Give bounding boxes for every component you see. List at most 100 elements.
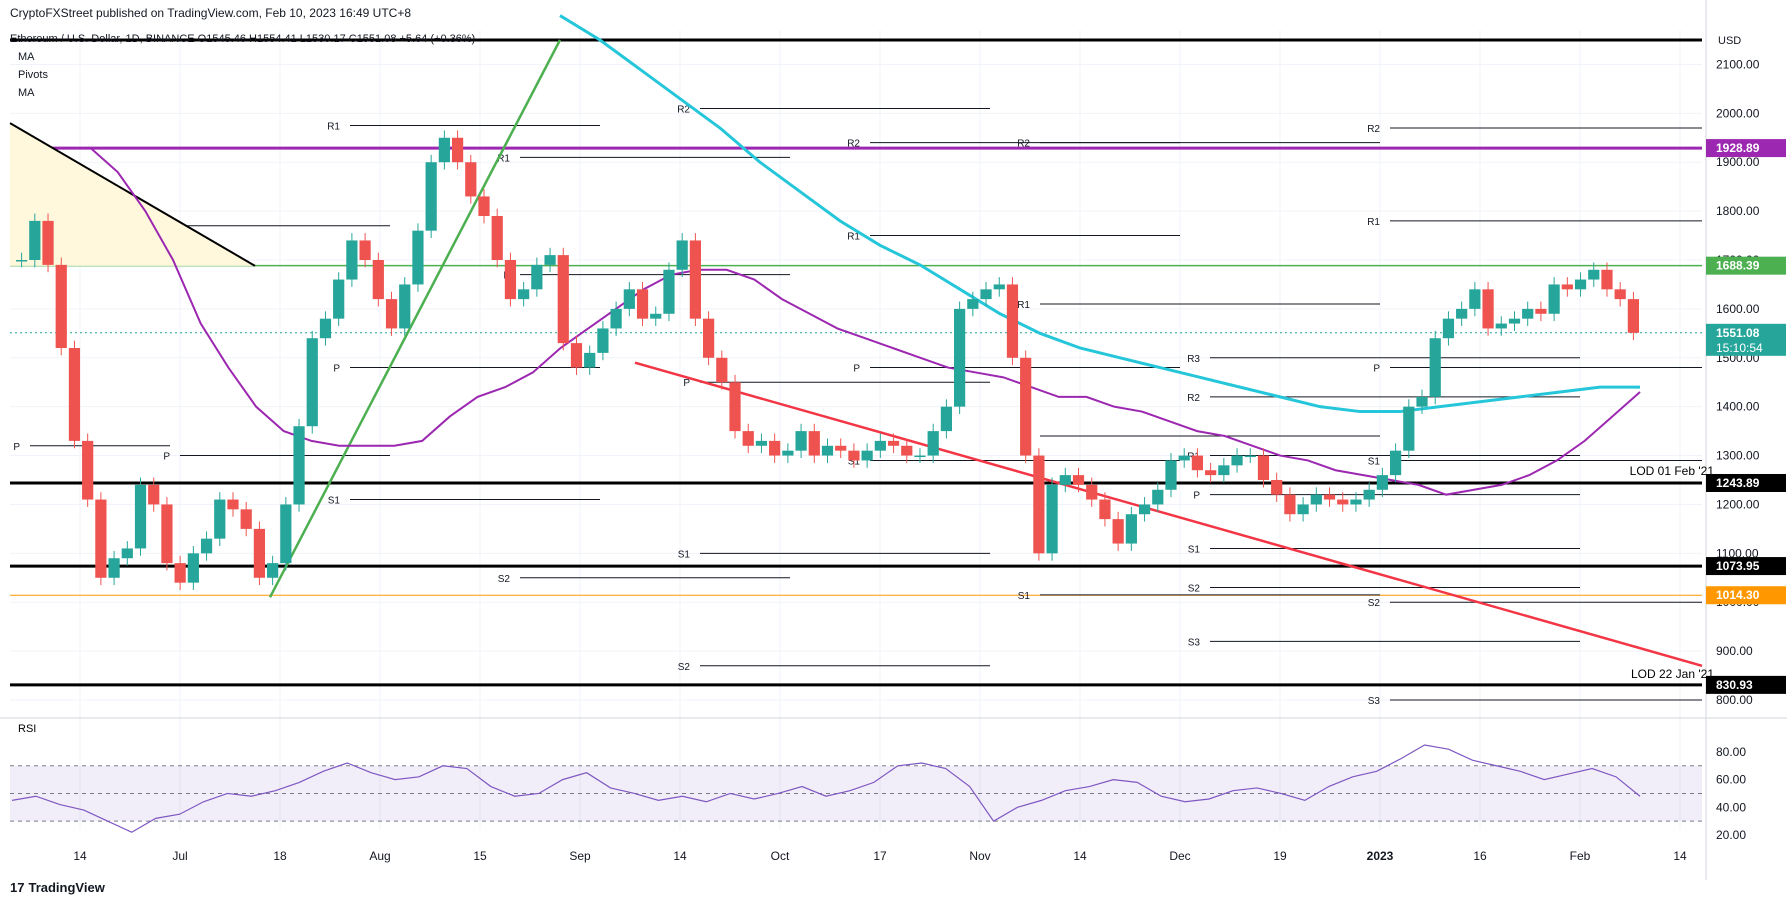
uptrend-line	[268, 39, 562, 598]
pivot-label: R1	[847, 232, 860, 243]
x-tick-label: 15	[473, 849, 487, 863]
pivot-label: P	[853, 364, 860, 375]
x-tick-label: 14	[1073, 849, 1087, 863]
candle-body	[1614, 289, 1626, 300]
candle-body	[319, 318, 332, 339]
candle-body	[214, 499, 226, 539]
candle-body	[42, 220, 54, 265]
candle-body	[967, 299, 979, 309]
candle-body	[861, 450, 873, 461]
candle-body	[1350, 499, 1362, 505]
candle-body	[927, 431, 939, 456]
candle-body	[1416, 396, 1428, 407]
candle-body	[1218, 465, 1230, 476]
x-tick-label: 17	[873, 849, 887, 863]
candle-body	[491, 216, 503, 260]
price-label: 1243.89	[1716, 476, 1760, 490]
candle-body	[478, 196, 490, 216]
pivot-label: R2	[1367, 124, 1380, 135]
candle-body	[795, 431, 807, 451]
x-tick-label: 16	[1473, 849, 1487, 863]
indicator-pivots[interactable]: Pivots	[18, 69, 48, 81]
x-tick-label: 18	[273, 849, 287, 863]
candle-body	[1072, 475, 1085, 485]
candle-body	[108, 558, 120, 578]
candle-body	[359, 240, 371, 260]
price-label-bg	[1706, 323, 1786, 356]
pivot-label: S1	[1018, 591, 1031, 602]
candle-body	[821, 445, 834, 456]
candle-body	[1138, 504, 1151, 515]
rsi-tick-label: 20.00	[1716, 828, 1746, 842]
rsi-tick-label: 80.00	[1716, 745, 1746, 759]
price-axis: 2100.002000.001900.001800.001700.001600.…	[1705, 0, 1786, 880]
candle-body	[1099, 499, 1111, 520]
candle-body	[782, 450, 794, 456]
candle-body	[623, 289, 635, 309]
candle-body	[1178, 455, 1190, 461]
candle-body	[333, 279, 345, 319]
pivot-label: P	[1193, 491, 1200, 502]
price-label: 1688.39	[1716, 259, 1760, 273]
publisher-header: CryptoFXStreet published on TradingView.…	[10, 6, 412, 20]
tradingview-logo[interactable]: 17 TradingView	[10, 880, 105, 895]
candle-body	[1205, 470, 1217, 476]
y-tick-label: 1100.00	[1716, 546, 1759, 560]
pivot-label: S1	[678, 549, 691, 560]
pivot-label: R1	[327, 122, 340, 133]
y-tick-label: 1200.00	[1716, 497, 1760, 511]
candle-body	[1112, 519, 1124, 544]
candle-body	[1020, 357, 1032, 456]
candle-body	[755, 440, 768, 446]
candle-body	[769, 440, 781, 456]
pivot-label: P	[333, 364, 340, 375]
x-tick-label: 14	[673, 849, 687, 863]
rsi-pane: 80.00 60.00 40.00 20.00	[0, 717, 1787, 842]
candle-body	[808, 431, 820, 456]
candle-body	[663, 269, 675, 314]
candle-body	[1469, 289, 1481, 309]
price-label-bg	[1706, 256, 1786, 275]
indicator-ma-2[interactable]: MA	[18, 87, 35, 99]
candle-body	[518, 289, 530, 300]
x-tick-label: 2023	[1367, 849, 1394, 863]
candle-body	[993, 284, 1005, 290]
candle-body	[1191, 455, 1204, 471]
candle-body	[306, 338, 318, 427]
x-tick-label: Oct	[771, 849, 790, 863]
candle-body	[1588, 269, 1600, 280]
downtrend-line	[634, 361, 1703, 667]
candle-body	[293, 426, 305, 505]
candle-body	[980, 289, 992, 300]
candle-body	[1059, 475, 1071, 485]
x-tick-label: 19	[1273, 849, 1287, 863]
pivot-label: S2	[678, 662, 691, 673]
candle-body	[597, 328, 609, 353]
candle-body	[1125, 514, 1137, 544]
y-tick-label: 2100.00	[1716, 57, 1760, 71]
candle-body	[1244, 455, 1256, 458]
indicator-ma-1[interactable]: MA	[18, 51, 35, 63]
y-tick-label: 1900.00	[1716, 155, 1760, 169]
candle-body	[874, 440, 886, 451]
candle-body	[531, 264, 543, 290]
symbol-legend[interactable]: Ethereum / U.S. Dollar, 1D, BINANCE O154…	[10, 33, 476, 45]
candle-body	[557, 255, 569, 344]
candle-body	[451, 137, 464, 163]
candle-body	[1323, 494, 1336, 500]
y-tick-label: 900.00	[1716, 644, 1753, 658]
candle-body	[438, 137, 450, 163]
pivot-label: R1	[1017, 300, 1030, 311]
price-label-bg	[1706, 473, 1786, 492]
candle-body	[187, 553, 199, 583]
pivot-label: S3	[1188, 637, 1201, 648]
candle-body	[1231, 455, 1243, 466]
rsi-tick-label: 60.00	[1716, 773, 1746, 787]
pivot-label: R1	[497, 153, 510, 164]
pivot-label: R2	[847, 139, 860, 150]
price-countdown: 15:10:54	[1716, 341, 1763, 355]
y-tick-label: 1600.00	[1716, 302, 1760, 316]
price-label-bg	[1706, 557, 1786, 576]
candle-body	[1508, 318, 1521, 324]
